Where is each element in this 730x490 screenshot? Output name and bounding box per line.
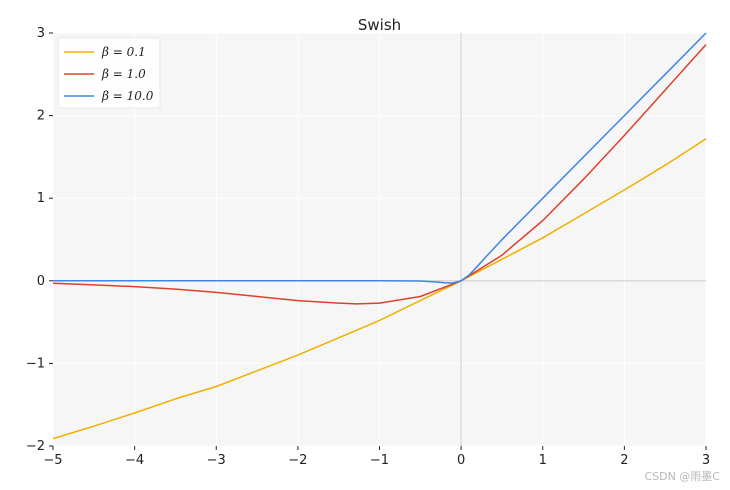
x-tick-label: −5 (43, 453, 62, 468)
legend-label: β = 1.0 (101, 67, 146, 81)
series-line-2 (53, 32, 707, 284)
x-tick-label: −3 (207, 453, 226, 468)
watermark: CSDN @雨墨C (644, 470, 720, 483)
legend: β = 0.1 β = 1.0 β = 10.0 (57, 37, 161, 109)
x-tick-label: 1 (539, 453, 547, 468)
x-tick-label: 3 (702, 453, 710, 468)
y-tick-label: 3 (37, 26, 45, 41)
y-tick-label: 1 (37, 191, 45, 206)
x-tick-label: 2 (620, 453, 628, 468)
series-group (52, 32, 707, 440)
y-axis-ticks: −2 −1 0 1 2 3 (26, 26, 53, 454)
x-tick-label: −2 (288, 453, 307, 468)
legend-label: β = 10.0 (101, 89, 154, 103)
chart-title: Swish (358, 16, 401, 34)
series-line-0 (52, 138, 707, 440)
x-tick-label: −1 (370, 453, 389, 468)
x-tick-label: 0 (457, 453, 465, 468)
y-tick-label: 0 (37, 274, 45, 289)
y-tick-label: −1 (26, 356, 45, 371)
series-line-1 (52, 44, 707, 305)
x-tick-label: −4 (125, 453, 144, 468)
legend-label: β = 0.1 (101, 45, 146, 59)
x-axis-ticks: −5 −4 −3 −2 −1 0 1 2 3 (43, 446, 710, 468)
y-tick-label: −2 (26, 439, 45, 454)
y-tick-label: 2 (37, 109, 45, 124)
